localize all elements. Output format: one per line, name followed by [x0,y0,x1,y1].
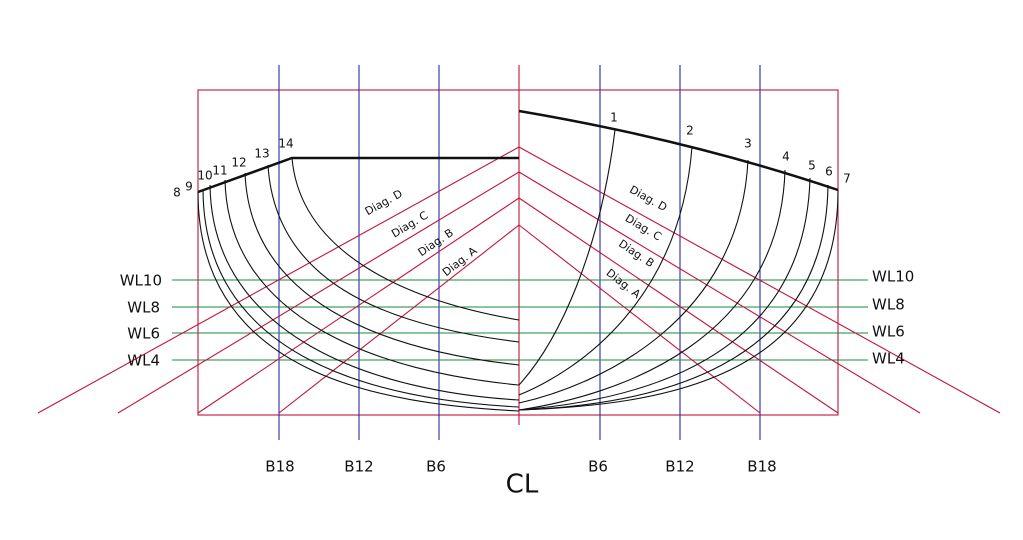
station-curves [197,129,839,412]
diagonal-label: Diag. D [627,183,669,214]
station-label: 9 [185,180,193,194]
waterline-label: WL10 [872,268,914,286]
waterline-label: WL4 [127,352,160,370]
station [202,189,520,408]
buttock-labels: B18 B12 B6 B6 B12 B18 [265,458,776,476]
station-label: 4 [782,150,790,164]
diagonal [117,171,520,414]
buttock-label: B12 [665,458,694,476]
diagonal-label: Diag. C [623,212,664,244]
buttock-label: B6 [588,458,608,476]
station [267,164,520,343]
waterline-label: WL6 [127,325,160,343]
station [518,169,786,411]
diagonal-labels: Diag. A Diag. B Diag. C Diag. D Diag. A … [363,183,669,301]
station-label: 5 [808,159,816,173]
diagonal-lines [37,146,1001,414]
waterline-label: WL10 [120,272,162,290]
buttock-label: B18 [747,458,776,476]
diagonal [518,171,921,414]
diagonal-label: Diag. C [389,209,430,241]
station-label: 14 [278,137,293,151]
diagonal [278,224,520,414]
station-label: 13 [254,147,269,161]
station-label: 1 [610,111,618,125]
station [518,146,693,396]
sheer-line [197,156,519,194]
station [224,179,520,386]
diagonal [37,146,520,414]
waterline-label: WL4 [872,350,905,368]
station [209,184,520,401]
buttock-label: B12 [344,458,373,476]
waterlines [172,279,868,361]
station-label: 12 [231,156,246,170]
waterline-label: WL6 [872,323,905,341]
station-label: 3 [744,137,752,151]
station [518,159,749,404]
diagonal-label: Diag. A [440,244,480,279]
station-label: 2 [686,124,694,138]
station-label: 11 [212,164,227,178]
buttock-label: B18 [265,458,294,476]
sheer-line [518,109,839,192]
diagonal [197,197,520,414]
station [518,189,839,411]
waterline-label: WL8 [872,296,905,314]
station [244,172,520,366]
waterline-label: WL8 [127,299,160,317]
centerline-label: CL [506,470,539,500]
diagonal [518,197,839,414]
diagonal [518,224,761,414]
station-label: 8 [173,186,181,200]
station [518,129,616,386]
station [518,184,829,411]
station-label: 6 [825,165,833,179]
station-labels: 1 2 3 4 5 6 7 8 9 10 11 12 13 14 [173,111,851,200]
station [197,191,520,412]
frame [197,89,839,416]
station [518,177,811,411]
waterline-labels: WL10 WL8 WL6 WL4 WL10 WL8 WL6 WL4 [120,268,915,370]
station-label: 10 [197,169,212,183]
buttock-label: B6 [426,458,446,476]
station [291,157,520,321]
diagonal [518,146,1001,414]
station-label: 7 [843,172,851,186]
